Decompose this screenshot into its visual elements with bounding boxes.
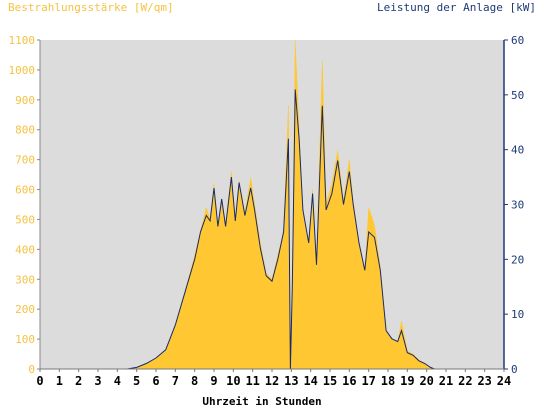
left-axis-title: Bestrahlungsstärke [W/qm] — [8, 1, 174, 14]
right-tick-label: 10 — [511, 308, 524, 321]
x-tick-label: 9 — [210, 374, 217, 388]
power-line — [40, 89, 504, 370]
left-axis-ticks: 0 100 200 300 400 500 600 700 800 900 1000 1100 — [9, 34, 40, 376]
left-tick-label: 800 — [15, 124, 35, 137]
x-tick-label: 19 — [400, 374, 414, 388]
x-tick-label: 5 — [133, 374, 140, 388]
x-tick-label: 4 — [114, 374, 121, 388]
left-tick-label: 900 — [15, 94, 35, 107]
x-tick-label: 6 — [152, 374, 159, 388]
left-tick-label: 500 — [15, 213, 35, 226]
x-tick-label: 20 — [419, 374, 433, 388]
x-axis-title: Uhrzeit in Stunden — [202, 395, 321, 408]
x-tick-label: 23 — [477, 374, 491, 388]
left-tick-label: 700 — [15, 154, 35, 167]
x-tick-label: 1 — [56, 374, 63, 388]
right-tick-label: 50 — [511, 89, 524, 102]
x-tick-label: 14 — [303, 374, 317, 388]
left-tick-label: 600 — [15, 184, 35, 197]
left-tick-label: 200 — [15, 303, 35, 316]
x-tick-label: 10 — [226, 374, 240, 388]
series-layer — [40, 39, 504, 370]
right-tick-label: 0 — [511, 363, 518, 376]
left-tick-label: 100 — [15, 333, 35, 346]
x-tick-label: 0 — [36, 374, 43, 388]
x-tick-label: 15 — [323, 374, 337, 388]
left-tick-label: 400 — [15, 243, 35, 256]
x-tick-label: 21 — [439, 374, 453, 388]
right-tick-label: 40 — [511, 144, 524, 157]
left-tick-label: 1000 — [9, 64, 36, 77]
x-tick-label: 17 — [361, 374, 375, 388]
left-tick-label: 0 — [28, 363, 35, 376]
x-tick-label: 2 — [75, 374, 82, 388]
x-tick-label: 3 — [94, 374, 101, 388]
right-tick-label: 60 — [511, 34, 524, 47]
right-axis-title: Leistung der Anlage [kW] — [377, 1, 536, 14]
x-axis-ticks: 0 1 2 3 4 5 6 7 8 9 10 11 12 13 14 15 16 17 18 19 20 21 22 23 24 — [36, 369, 511, 388]
left-tick-label: 1100 — [9, 34, 36, 47]
right-tick-label: 30 — [511, 199, 524, 212]
x-tick-label: 24 — [497, 374, 511, 388]
right-tick-label: 20 — [511, 253, 524, 266]
x-tick-label: 8 — [191, 374, 198, 388]
x-tick-label: 11 — [245, 374, 259, 388]
x-tick-label: 13 — [284, 374, 298, 388]
x-tick-label: 7 — [172, 374, 179, 388]
x-tick-label: 22 — [458, 374, 472, 388]
x-tick-label: 16 — [342, 374, 356, 388]
right-axis-ticks: 0 10 20 30 40 50 60 — [504, 34, 524, 376]
x-tick-label: 18 — [381, 374, 395, 388]
left-tick-label: 300 — [15, 273, 35, 286]
x-tick-label: 12 — [265, 374, 279, 388]
